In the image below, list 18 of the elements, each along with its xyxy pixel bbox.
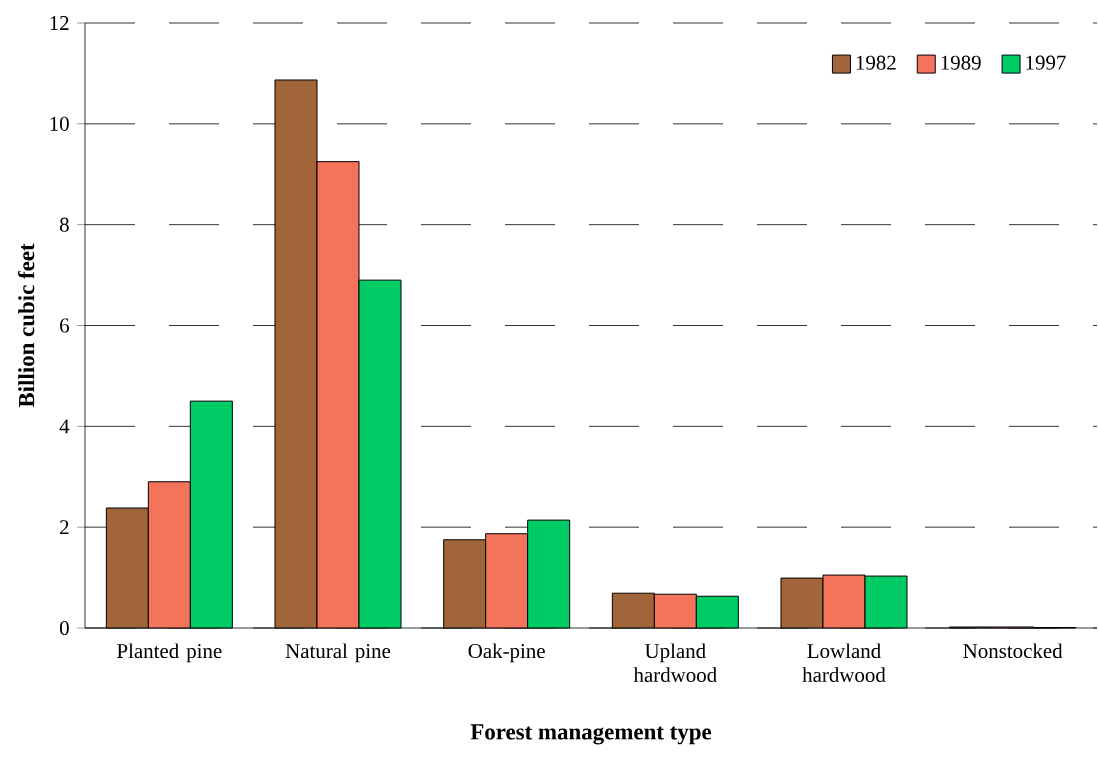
x-tick-label: Planted pine	[117, 643, 222, 663]
y-tick-label: 0	[59, 620, 69, 636]
y-axis-title: Billion cubic feet	[17, 243, 35, 408]
x-tick-label: Upland hardwood	[633, 643, 717, 683]
y-tick-label: 12	[50, 16, 69, 30]
y-tick-label: 10	[50, 116, 69, 131]
x-tick-label: Lowland hardwood	[802, 643, 886, 683]
x-tick-label: Nonstocked	[963, 643, 1063, 659]
y-tick-label: 2	[60, 520, 69, 535]
x-tick-label: Natural pine	[285, 643, 391, 663]
legend-label: 1982	[856, 55, 896, 70]
legend-label: 1997	[1026, 55, 1066, 70]
y-tick-label: 8	[59, 217, 69, 232]
y-tick-label: 4	[59, 419, 70, 434]
x-axis-title: Forest management type	[470, 724, 712, 745]
legend-label: 1989	[941, 55, 981, 70]
x-tick-label: Oak-pine	[468, 643, 545, 663]
y-tick-label: 6	[60, 318, 70, 333]
